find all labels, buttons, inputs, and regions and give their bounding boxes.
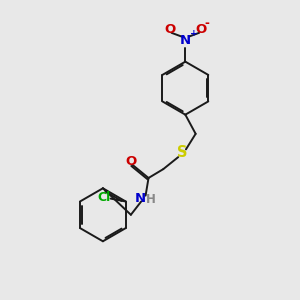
Text: Cl: Cl — [97, 190, 110, 204]
Text: S: S — [177, 146, 188, 160]
Text: H: H — [146, 193, 156, 206]
Text: O: O — [164, 23, 175, 36]
Text: O: O — [125, 155, 136, 168]
Text: +: + — [190, 29, 197, 38]
Text: O: O — [195, 23, 206, 36]
Text: N: N — [135, 192, 146, 205]
Text: N: N — [180, 34, 191, 47]
Text: -: - — [205, 17, 210, 31]
